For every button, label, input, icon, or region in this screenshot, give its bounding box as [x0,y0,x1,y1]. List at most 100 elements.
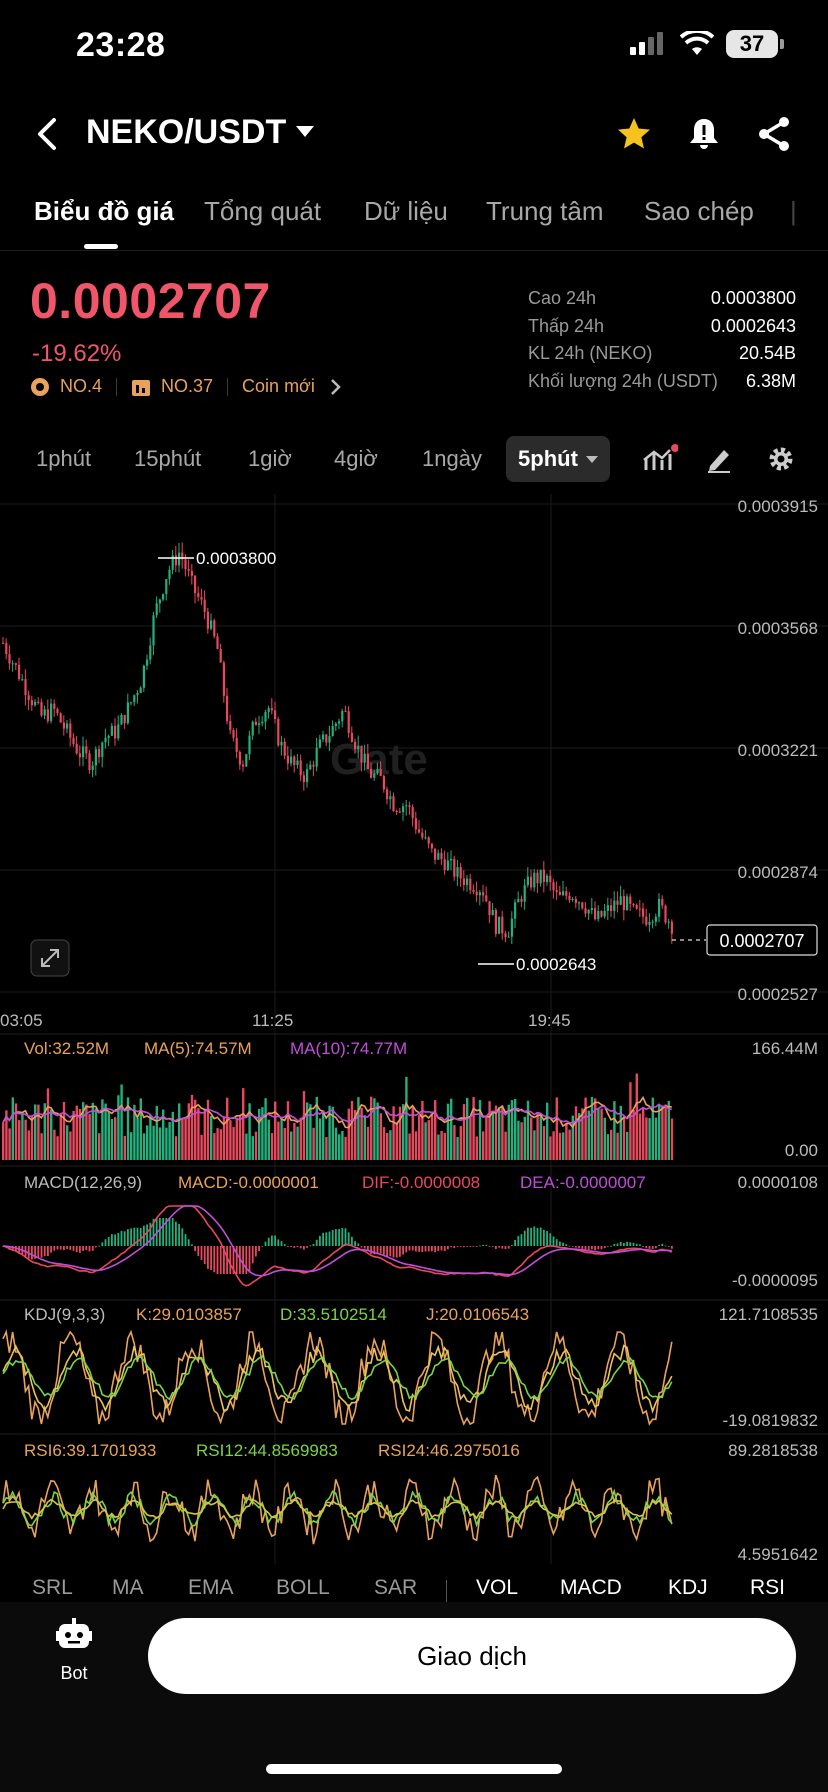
macd-histogram-bar [283,1244,286,1246]
candle-body [315,747,318,767]
candle-body [133,695,136,703]
candle-body [430,843,433,849]
back-icon[interactable] [28,114,68,154]
volume-bar [18,1120,21,1160]
timeframe-1d[interactable]: 1ngày [422,446,482,471]
new-coin-tag[interactable]: Coin mới [242,376,315,396]
volume-bar [405,1076,408,1160]
volume-bar [91,1102,94,1160]
volume-bar [139,1098,142,1160]
status-icons: 37 [628,30,784,58]
volume-bar [248,1103,251,1160]
rsi-top-label: 89.2818538 [728,1441,818,1460]
candle-body [296,760,299,766]
candle-body [155,603,158,616]
volume-bar [53,1129,56,1160]
macd-histogram-bar [447,1246,449,1250]
tag-divider [116,377,118,396]
trade-button[interactable]: Giao dịch [148,1618,796,1694]
volume-bar [226,1097,229,1160]
candle-body [338,721,341,724]
macd-histogram-bar [299,1246,302,1249]
tab-center[interactable]: Trung tâm [486,196,604,226]
candle-body [357,745,360,750]
macd-histogram-bar [498,1246,500,1248]
ind-tab-rsi[interactable]: RSI [750,1576,786,1599]
candle-body [530,876,533,888]
volume-bar [616,1132,619,1160]
macd-histogram-bar [159,1218,161,1246]
ind-tab-boll[interactable]: BOLL [276,1576,330,1599]
macd-histogram-bar [415,1246,417,1252]
candle-body [520,898,523,902]
timeframe-1h[interactable]: 1giờ [248,446,292,471]
volume-bar [43,1103,46,1160]
candle-body [136,693,139,696]
ind-tab-vol[interactable]: VOL [476,1576,519,1599]
macd-histogram-bar [597,1246,600,1250]
ind-tab-sar[interactable]: SAR [374,1576,418,1599]
ind-tab-ema[interactable]: EMA [188,1576,234,1599]
chevron-down-icon[interactable] [296,126,314,137]
price-chart[interactable]: Gate 0.0003915 0.0003568 0.0003221 0.000… [0,494,828,1584]
candle-body [450,858,453,861]
volume-bar [322,1110,325,1160]
volume-bar [392,1106,395,1160]
ind-tab-macd[interactable]: MACD [560,1576,622,1599]
macd-histogram-bar [392,1246,395,1258]
macd-top-label: 0.0000108 [738,1173,818,1192]
macd-histogram-bar [40,1246,43,1258]
timeframe-4h[interactable]: 4giờ [334,446,378,471]
candle-body [603,910,606,917]
tab-price-chart[interactable]: Biểu đồ giá [34,196,175,226]
volume-bar [571,1115,574,1160]
indicator-icon[interactable] [642,444,678,474]
bot-button[interactable]: Bot [40,1618,108,1684]
volume-bar [46,1088,50,1160]
volume-bar [430,1113,434,1160]
tab-data[interactable]: Dữ liệu [364,196,448,226]
macd-histogram-bar [101,1242,104,1246]
macd-histogram-bar [258,1246,260,1251]
settings-gear-icon[interactable] [766,444,796,474]
volume-bar [197,1108,200,1160]
timeframe-1m[interactable]: 1phút [36,446,92,471]
macd-dea: DEA:-0.0000007 [520,1173,646,1192]
ind-tab-ma[interactable]: MA [112,1576,144,1599]
bell-alert-icon[interactable] [684,114,724,154]
candle-body [306,769,309,783]
macd-histogram-bar [235,1246,238,1274]
candle-body [267,708,270,713]
volume-bar [610,1129,613,1160]
ind-tab-srl[interactable]: SRL [32,1576,73,1599]
pair-title[interactable]: NEKO/USDT [86,113,287,151]
volume-bar [123,1135,126,1160]
volume-bar [69,1131,72,1160]
tab-overview[interactable]: Tổng quát [204,196,322,226]
candle-body [325,734,328,743]
timeframe-15m[interactable]: 15phút [134,446,202,471]
robot-icon [56,1618,92,1648]
macd-histogram-bar [18,1246,20,1254]
exchange-rank-tag[interactable]: NO.37 [161,376,214,396]
stat-label: Khối lượng 24h (USDT) [528,370,718,391]
macd-histogram-bar [280,1241,283,1246]
volume-bar [88,1114,91,1160]
draw-pen-icon[interactable] [704,444,734,474]
candle-body [123,714,126,724]
volume-bar [120,1084,123,1160]
share-icon[interactable] [754,114,794,154]
star-icon[interactable] [614,114,654,154]
ind-tab-kdj[interactable]: KDJ [668,1576,708,1599]
macd-histogram-bar [319,1235,321,1246]
macd-dif: DIF:-0.0000008 [362,1173,480,1192]
candle-body [418,829,421,833]
candle-body [158,599,161,604]
candle-body [664,905,667,923]
rank-tag[interactable]: NO.4 [60,376,103,396]
chevron-right-icon[interactable] [329,378,343,396]
tab-copy[interactable]: Sao chép [644,196,754,226]
macd-histogram-bar [411,1246,414,1251]
timeframe-selector[interactable]: 5phút [506,436,610,482]
volume-bar [200,1134,203,1160]
